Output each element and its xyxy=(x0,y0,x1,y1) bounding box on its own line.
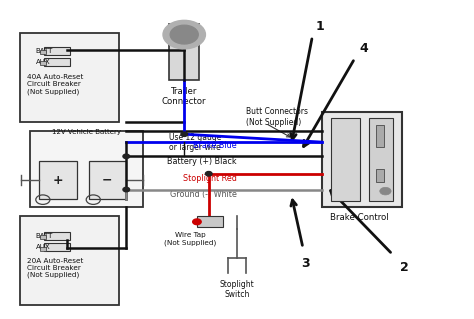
Text: 12V Vehicle Battery: 12V Vehicle Battery xyxy=(52,130,121,136)
Bar xyxy=(89,161,126,199)
Text: Stoplight Red: Stoplight Red xyxy=(183,174,237,183)
Text: +: + xyxy=(53,174,63,187)
Text: BATT: BATT xyxy=(36,233,53,239)
Bar xyxy=(20,216,119,305)
Bar xyxy=(20,33,119,122)
Bar xyxy=(44,47,70,55)
Bar xyxy=(44,58,70,66)
Circle shape xyxy=(193,219,201,225)
Circle shape xyxy=(170,25,198,44)
Bar xyxy=(44,243,70,251)
Circle shape xyxy=(163,20,205,49)
Bar xyxy=(40,62,46,65)
Bar xyxy=(331,118,359,201)
Bar xyxy=(40,235,46,239)
Text: Trailer
Connector: Trailer Connector xyxy=(162,87,207,106)
Text: Battery (+) Black: Battery (+) Black xyxy=(167,157,237,166)
Text: BATT: BATT xyxy=(36,48,53,54)
Text: Use 12 gauge
or larger wire: Use 12 gauge or larger wire xyxy=(169,133,221,152)
Text: 2: 2 xyxy=(400,261,409,273)
Circle shape xyxy=(181,132,188,137)
Bar xyxy=(30,131,143,207)
Text: 3: 3 xyxy=(301,257,310,271)
Bar xyxy=(376,125,384,147)
Text: 4: 4 xyxy=(360,42,369,55)
Text: AUX: AUX xyxy=(36,59,50,65)
Text: 1: 1 xyxy=(315,20,324,33)
Text: 40A Auto-Reset
Circuit Breaker
(Not Supplied): 40A Auto-Reset Circuit Breaker (Not Supp… xyxy=(27,74,84,95)
Circle shape xyxy=(123,154,129,159)
Text: 20A Auto-Reset
Circuit Breaker
(Not Supplied): 20A Auto-Reset Circuit Breaker (Not Supp… xyxy=(27,257,84,278)
Text: Brake Control: Brake Control xyxy=(330,213,389,222)
Bar xyxy=(39,161,77,199)
Bar xyxy=(169,24,199,80)
Circle shape xyxy=(123,187,129,192)
Text: Ground (-) White: Ground (-) White xyxy=(170,190,237,199)
Text: −: − xyxy=(102,174,113,187)
Text: Wire Tap
(Not Supplied): Wire Tap (Not Supplied) xyxy=(164,232,216,246)
Circle shape xyxy=(380,187,391,195)
Text: Brake Blue: Brake Blue xyxy=(193,141,237,150)
Bar xyxy=(197,216,223,227)
Circle shape xyxy=(205,172,212,176)
Bar xyxy=(369,118,392,201)
Bar xyxy=(376,169,384,182)
Text: Stoplight
Switch: Stoplight Switch xyxy=(219,280,255,299)
Bar xyxy=(44,232,70,240)
Bar xyxy=(40,247,46,250)
Text: AUX: AUX xyxy=(36,244,50,250)
Bar xyxy=(40,50,46,54)
Bar xyxy=(322,112,402,207)
Text: Butt Connectors
(Not Supplied): Butt Connectors (Not Supplied) xyxy=(246,107,309,127)
